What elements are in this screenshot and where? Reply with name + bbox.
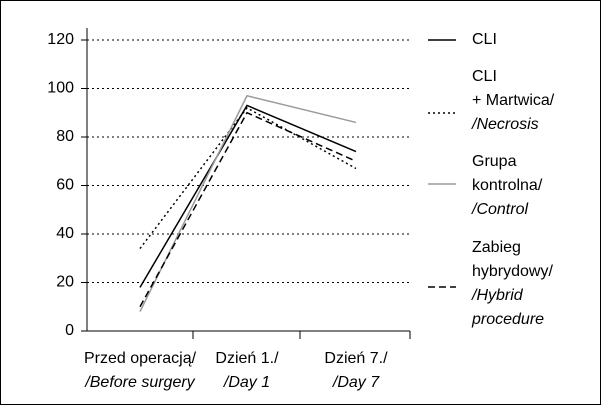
y-tick-label: 60 xyxy=(56,177,74,194)
legend-label: CLI + Martwica//Necrosis xyxy=(471,68,555,133)
x-tick-label: Przed operacją//Before surgery xyxy=(84,350,197,391)
x-tick-label: Dzień 1.//Day 1 xyxy=(215,350,279,391)
line-series xyxy=(139,94,357,312)
x-tick-label: Dzień 7.//Day 7 xyxy=(324,350,388,391)
legend-label: Grupa kontrolna//Control xyxy=(471,153,543,218)
y-tick-label: 80 xyxy=(56,128,74,145)
line-series xyxy=(139,111,357,308)
y-tick-label: 0 xyxy=(65,322,74,339)
y-tick-label: 120 xyxy=(47,31,74,48)
line-series xyxy=(139,106,357,250)
y-tick-label: 20 xyxy=(56,274,74,291)
y-tick-label: 40 xyxy=(56,225,74,242)
legend-label: CLI xyxy=(472,31,497,48)
y-tick-label: 100 xyxy=(47,80,74,97)
line-series xyxy=(139,104,357,288)
legend-label: Zabieg hybrydowy//Hybrid procedure xyxy=(471,239,553,328)
